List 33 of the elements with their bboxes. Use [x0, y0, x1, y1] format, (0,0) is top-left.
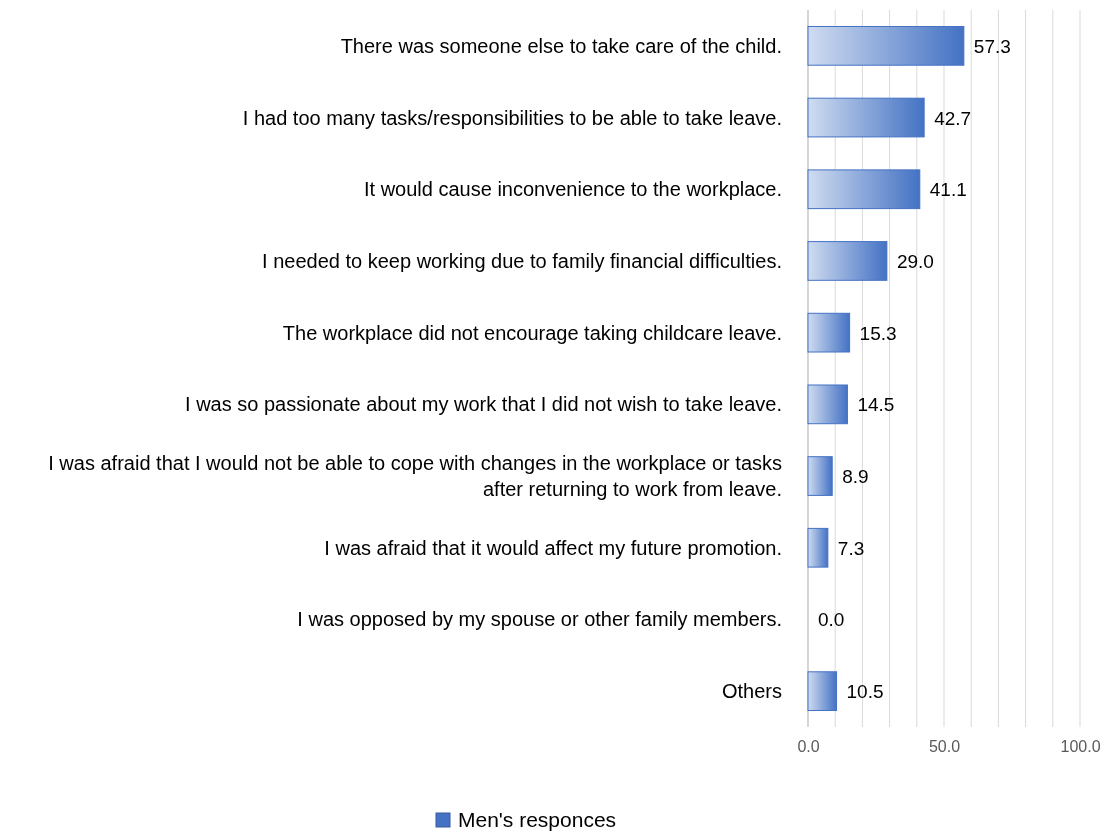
legend-label: Men's responces	[458, 808, 617, 831]
bar	[807, 312, 851, 353]
data-label: 10.5	[846, 681, 884, 703]
bar	[807, 527, 829, 568]
bar	[807, 169, 921, 210]
y-tick-label: Others	[721, 680, 782, 703]
bar	[807, 97, 925, 138]
bar	[807, 671, 838, 712]
y-tick-label: I was opposed by my spouse or other family members.	[297, 608, 782, 631]
x-tick-label: 50.0	[928, 738, 961, 756]
y-tick-label: I was afraid that I would not be able to cope with changes in the workplace or tasks after returning to work from leave.	[48, 452, 782, 501]
y-tick-label: There was someone else to take care of the child.	[340, 34, 782, 57]
bar	[807, 241, 888, 281]
y-tick-label: It would cause inconvenience to the workplace.	[363, 178, 782, 201]
x-tick-label: 100.0	[1060, 738, 1101, 756]
y-tick-label: I was afraid that it would affect my future promotion.	[324, 536, 782, 559]
y-tick-label: I had too many tasks/responsibilities to be able to take leave.	[242, 106, 782, 129]
data-label: 8.9	[842, 466, 869, 488]
data-label: 42.7	[934, 107, 972, 129]
data-label: 29.0	[896, 250, 934, 272]
data-label: 7.3	[837, 537, 865, 559]
data-label: 15.3	[859, 322, 897, 344]
bar	[807, 25, 965, 66]
x-tick-label: 0.0	[797, 738, 820, 756]
data-label: 41.1	[929, 179, 967, 201]
bar	[807, 384, 848, 425]
y-tick-label: The workplace did not encourage taking childcare leave.	[282, 321, 782, 344]
data-label: 57.3	[973, 35, 1011, 57]
data-label: 14.5	[857, 394, 895, 416]
bar	[807, 456, 833, 496]
data-label: 0.0	[818, 609, 845, 631]
y-tick-label: I needed to keep working due to family financial difficulties.	[262, 249, 782, 272]
y-tick-label: I was so passionate about my work that I did not wish to take leave.	[185, 393, 782, 416]
